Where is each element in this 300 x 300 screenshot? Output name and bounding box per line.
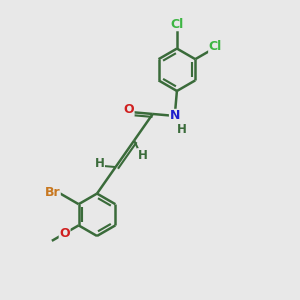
Text: Cl: Cl — [209, 40, 222, 53]
Text: Br: Br — [44, 186, 60, 199]
Text: H: H — [137, 149, 147, 162]
Text: Cl: Cl — [170, 18, 184, 31]
Text: H: H — [94, 157, 104, 170]
Text: O: O — [123, 103, 134, 116]
Text: H: H — [176, 123, 186, 136]
Text: N: N — [169, 110, 180, 122]
Text: O: O — [59, 227, 70, 240]
